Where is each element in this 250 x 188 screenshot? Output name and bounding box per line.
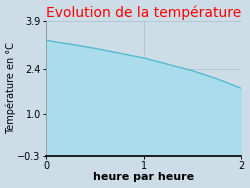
X-axis label: heure par heure: heure par heure <box>93 172 194 182</box>
Y-axis label: Température en °C: Température en °C <box>6 42 16 134</box>
Title: Evolution de la température: Evolution de la température <box>46 6 241 20</box>
